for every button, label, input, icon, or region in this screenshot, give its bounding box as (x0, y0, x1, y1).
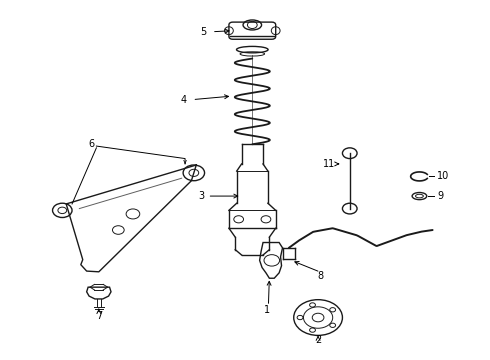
Text: 6: 6 (89, 139, 95, 149)
Text: 2: 2 (315, 335, 321, 345)
Text: 9: 9 (438, 191, 443, 201)
Text: 8: 8 (318, 271, 323, 282)
Text: 4: 4 (181, 95, 187, 105)
Text: 5: 5 (200, 27, 207, 37)
Text: 7: 7 (96, 311, 102, 321)
Text: 10: 10 (438, 171, 450, 181)
Text: 3: 3 (198, 191, 204, 201)
Text: 11: 11 (323, 159, 335, 169)
Text: 1: 1 (264, 305, 270, 315)
